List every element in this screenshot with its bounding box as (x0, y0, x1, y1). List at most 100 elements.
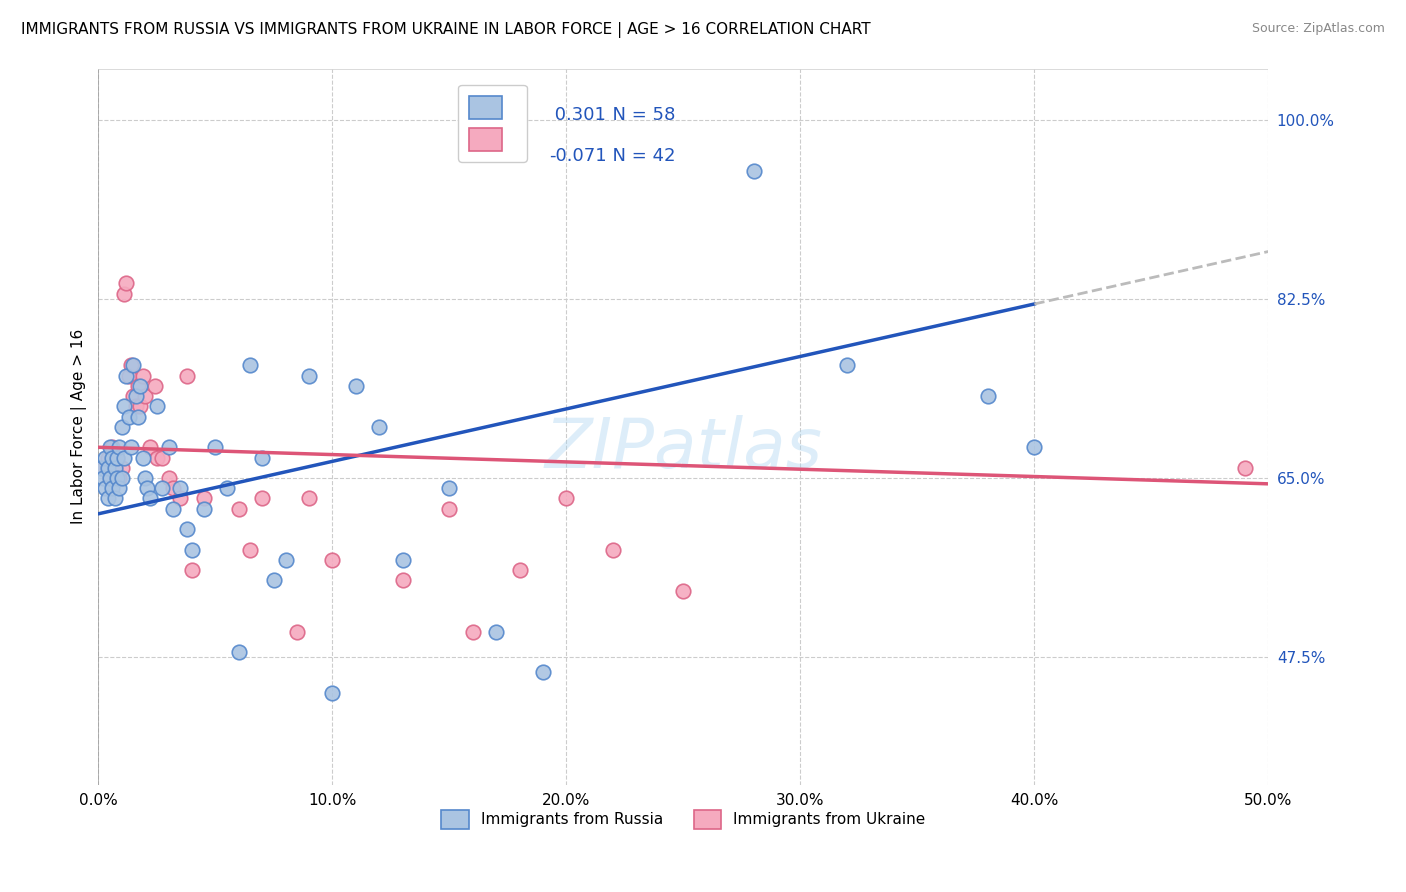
Point (91, 460, 114, 475)
Point (90, 460, 112, 475)
Point (461, 624, 484, 639)
Point (531, 665, 554, 680)
Point (98, 471, 121, 485)
Point (105, 450, 128, 465)
Point (321, 686, 343, 700)
Point (176, 368, 198, 383)
Point (127, 409, 149, 424)
Point (228, 501, 250, 516)
Point (118, 368, 141, 383)
Point (104, 460, 127, 475)
Point (132, 368, 155, 383)
Point (285, 624, 308, 639)
Point (136, 481, 159, 495)
Point (274, 553, 297, 567)
Point (193, 501, 215, 516)
Text: ZIPatlas: ZIPatlas (544, 415, 823, 482)
Point (169, 481, 191, 495)
Point (104, 491, 127, 506)
Text: N = 42: N = 42 (602, 147, 676, 165)
Point (1024, 440, 1046, 454)
Point (239, 359, 262, 373)
Point (108, 471, 131, 485)
Point (125, 400, 148, 414)
Point (98, 471, 121, 485)
Point (157, 440, 180, 454)
Point (112, 400, 135, 414)
Point (101, 481, 124, 495)
Point (111, 460, 134, 475)
Text: 0.301: 0.301 (548, 106, 606, 124)
Point (176, 522, 198, 536)
Point (91, 471, 114, 485)
Point (162, 501, 184, 516)
Point (122, 389, 145, 403)
Point (115, 277, 138, 291)
Point (150, 450, 173, 465)
Point (97, 460, 120, 475)
Text: R =: R = (491, 147, 529, 165)
Point (555, 491, 578, 506)
Point (146, 400, 169, 414)
Point (94, 450, 117, 465)
Point (112, 450, 135, 465)
Point (162, 481, 184, 495)
Point (193, 491, 215, 506)
Point (118, 409, 141, 424)
Point (125, 389, 148, 403)
Legend: Immigrants from Russia, Immigrants from Ukraine: Immigrants from Russia, Immigrants from … (434, 804, 932, 835)
Point (439, 501, 461, 516)
Text: N = 58: N = 58 (602, 106, 676, 124)
Point (111, 471, 134, 485)
Point (139, 440, 162, 454)
Point (120, 440, 142, 454)
Point (976, 389, 998, 403)
Point (129, 400, 152, 414)
Point (602, 542, 624, 557)
Point (439, 481, 461, 495)
Point (239, 542, 262, 557)
Point (105, 450, 128, 465)
Point (344, 379, 367, 393)
Point (298, 491, 321, 506)
Point (94, 481, 117, 495)
Point (97, 491, 120, 506)
Point (115, 368, 138, 383)
Point (169, 491, 191, 506)
Point (129, 379, 152, 393)
Point (228, 645, 250, 659)
Point (134, 471, 156, 485)
Point (98, 440, 121, 454)
Point (150, 481, 173, 495)
Point (1234, 460, 1257, 475)
Point (97, 450, 120, 465)
Point (391, 553, 413, 567)
Y-axis label: In Labor Force | Age > 16: In Labor Force | Age > 16 (72, 329, 87, 524)
Point (122, 359, 145, 373)
Point (298, 368, 321, 383)
Point (143, 379, 166, 393)
Point (742, 164, 765, 178)
Point (263, 574, 285, 588)
Point (321, 553, 343, 567)
Text: R =: R = (491, 106, 529, 124)
Point (250, 450, 273, 465)
Point (146, 450, 169, 465)
Point (108, 440, 131, 454)
Point (837, 359, 859, 373)
Text: IMMIGRANTS FROM RUSSIA VS IMMIGRANTS FROM UKRAINE IN LABOR FORCE | AGE > 16 CORR: IMMIGRANTS FROM RUSSIA VS IMMIGRANTS FRO… (21, 22, 870, 38)
Point (101, 450, 124, 465)
Point (181, 563, 204, 577)
Point (509, 563, 531, 577)
Point (127, 379, 149, 393)
Point (108, 481, 131, 495)
Point (485, 624, 508, 639)
Point (111, 419, 134, 434)
Point (101, 440, 124, 454)
Point (132, 450, 155, 465)
Point (139, 491, 162, 506)
Point (391, 574, 413, 588)
Point (215, 481, 238, 495)
Point (134, 389, 156, 403)
Point (250, 491, 273, 506)
